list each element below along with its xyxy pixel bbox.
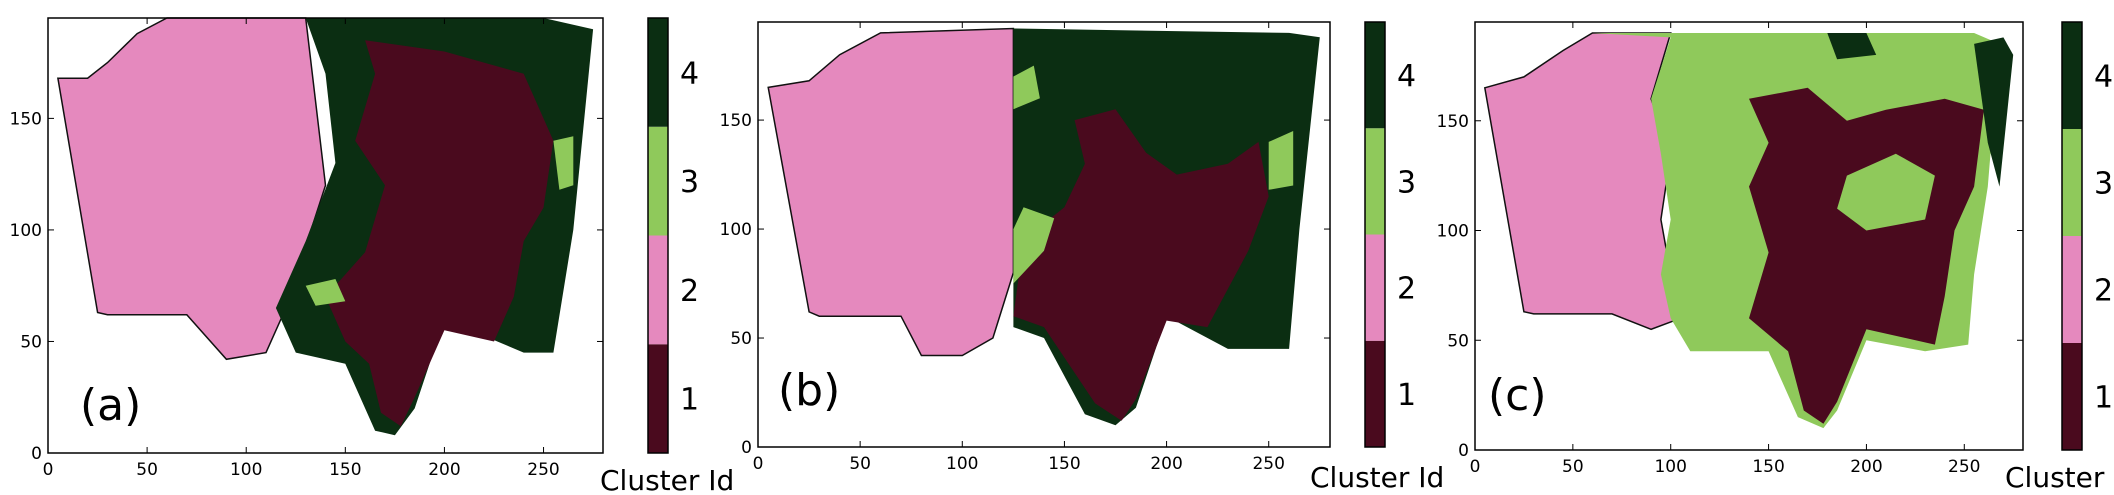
y-tick-label: 100	[720, 220, 752, 240]
colorbar-tick-label: 3	[1397, 165, 1416, 200]
cluster-1-region	[325, 40, 554, 427]
cluster-map	[1483, 32, 2014, 429]
colorbar-segment-2	[2062, 236, 2082, 343]
x-tick-label: 0	[1470, 457, 1481, 477]
colorbar-segment-2	[648, 235, 668, 345]
colorbar-segment-3	[1365, 128, 1385, 235]
cluster-2-region	[1483, 32, 1682, 331]
colorbar-tick-label: 4	[2094, 60, 2113, 95]
x-tick-label: 50	[1562, 457, 1584, 477]
y-tick-label: 0	[741, 438, 752, 458]
y-tick-label: 150	[10, 109, 42, 129]
y-tick-label: 0	[31, 444, 42, 464]
colorbar-segment-4	[1365, 22, 1385, 129]
colorbar-segment-1	[2062, 343, 2082, 450]
cluster-3-region	[1013, 207, 1055, 284]
colorbar-segment-4	[2062, 22, 2082, 129]
colorbar-tick-label: 1	[1397, 378, 1416, 413]
x-tick-label: 0	[43, 460, 54, 480]
cluster-2-region	[767, 27, 1015, 357]
colorbar-tick-label: 2	[2094, 274, 2113, 309]
y-tick-label: 50	[1447, 331, 1469, 351]
colorbar-tick-label: 3	[2094, 167, 2113, 202]
panel-label: (b)	[778, 365, 840, 416]
x-tick-label: 0	[753, 454, 764, 474]
y-tick-label: 50	[20, 332, 42, 352]
colorbar-tick-label: 3	[680, 165, 699, 200]
colorbar-label: Cluster Id	[600, 464, 734, 495]
cluster-3-region	[1837, 153, 1935, 231]
colorbar-label: Cluster Id	[1310, 461, 1444, 494]
panel-2: 0 50 100 150 200 250 0 50 100 150 (b) 1 2 3 4 Cluster I…	[720, 21, 1444, 494]
colorbar: 1 2 3 4 Cluster Id	[600, 17, 734, 495]
colorbar-frame	[647, 17, 669, 454]
x-tick-label: 100	[230, 460, 262, 480]
colorbar-frame	[1364, 21, 1386, 448]
cluster-map	[767, 27, 1320, 426]
axes-frame	[47, 17, 604, 454]
y-tick-label: 100	[1437, 222, 1469, 242]
panel-label: (c)	[1488, 370, 1547, 421]
colorbar-label: Cluster	[2005, 461, 2105, 494]
cluster-3-region	[305, 279, 346, 306]
colorbar-tick-label: 2	[1397, 272, 1416, 307]
cluster-3-region	[1268, 131, 1294, 190]
x-tick-label: 250	[1252, 454, 1284, 474]
cluster-map	[57, 17, 594, 436]
colorbar-tick-label: 1	[680, 383, 699, 418]
cluster-3-region	[553, 136, 574, 190]
x-tick-label: 50	[849, 454, 871, 474]
colorbar-tick-label: 4	[680, 56, 699, 91]
panel-label: (a)	[80, 380, 141, 431]
colorbar-segment-1	[1365, 340, 1385, 447]
x-tick-label: 150	[1048, 454, 1080, 474]
colorbar-tick-label: 2	[680, 274, 699, 309]
axes-frame	[757, 21, 1331, 448]
x-tick-label: 200	[1150, 454, 1182, 474]
x-tick-label: 250	[1948, 457, 1980, 477]
x-tick-label: 100	[1654, 457, 1686, 477]
cluster-1-region	[1013, 109, 1269, 421]
y-tick-label: 100	[10, 221, 42, 241]
panel-1: 0 50 100 150 200 250 0 50 100 150 (a) 1 2 3 4 Cluster I…	[10, 17, 734, 495]
y-tick-label: 0	[1458, 441, 1469, 461]
colorbar-segment-2	[1365, 234, 1385, 341]
colorbar-segment-3	[2062, 129, 2082, 236]
colorbar: 1 2 3 4 Cluster	[2005, 21, 2113, 494]
panel-3: 0 50 100 150 200 250 0 50 100 150 (c) 1 2 3 4 Cluster	[1437, 21, 2113, 494]
colorbar-segment-1	[648, 344, 668, 453]
x-tick-label: 200	[428, 460, 460, 480]
x-tick-label: 150	[1752, 457, 1784, 477]
x-tick-label: 50	[136, 460, 158, 480]
y-tick-label: 50	[730, 329, 752, 349]
colorbar-tick-label: 4	[1397, 59, 1416, 94]
colorbar-segment-4	[648, 18, 668, 127]
colorbar: 1 2 3 4 Cluster Id	[1310, 21, 1444, 494]
colorbar-segment-3	[648, 126, 668, 236]
y-tick-label: 150	[1437, 112, 1469, 132]
x-tick-label: 250	[527, 460, 559, 480]
colorbar-frame	[2061, 21, 2083, 451]
cluster-4-region	[1974, 37, 2014, 187]
y-tick-label: 150	[720, 111, 752, 131]
cluster-4-region	[1827, 33, 1877, 60]
x-tick-label: 200	[1850, 457, 1882, 477]
x-tick-label: 150	[329, 460, 361, 480]
x-tick-label: 100	[946, 454, 978, 474]
axes-frame	[1474, 21, 2024, 451]
colorbar-tick-label: 1	[2094, 381, 2113, 416]
cluster-3-region	[1013, 65, 1040, 110]
